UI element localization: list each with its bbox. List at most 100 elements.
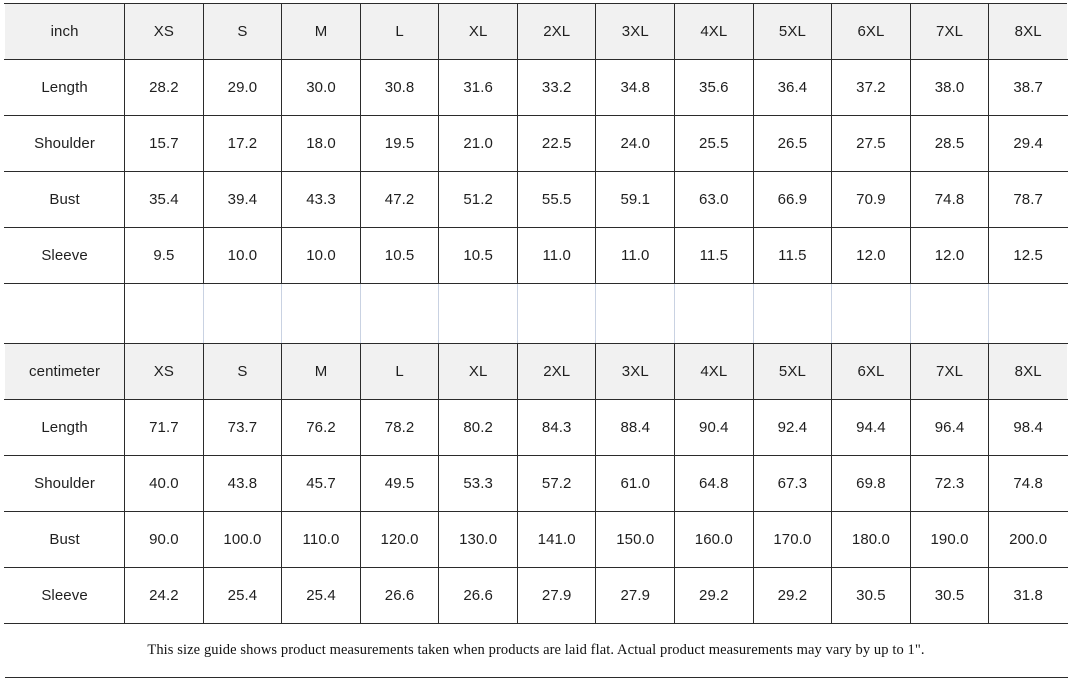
measurement-cell: 66.9: [752, 171, 833, 228]
measurement-cell: 130.0: [438, 511, 518, 568]
row-label-bust: Bust: [3, 171, 126, 228]
measurement-cell: 15.7: [124, 115, 204, 172]
table-row: Sleeve 24.2 25.4 25.4 26.6 26.6 27.9 27.9 29.2 29…: [3, 567, 1068, 624]
measurement-cell: 11.0: [516, 227, 597, 284]
measurement-cell: 26.6: [438, 567, 518, 624]
measurement-cell: 74.8: [988, 455, 1068, 512]
measurement-cell: 29.4: [988, 115, 1068, 172]
measurement-cell: 27.9: [595, 567, 676, 624]
table-row: Sleeve 9.5 10.0 10.0 10.5 10.5 11.0 11.0 11.5 11.…: [3, 227, 1068, 284]
size-header-XS: XS: [124, 3, 204, 60]
measurement-cell: 90.0: [124, 511, 204, 568]
measurement-cell: 26.6: [359, 567, 440, 624]
size-header-XL: XL: [438, 3, 518, 60]
size-header-7XL: 7XL: [909, 3, 990, 60]
size-chart-table: inch XS S M L XL 2XL 3XL 4XL 5XL 6XL 7XL 8XL Length 28…: [3, 3, 1068, 678]
measurement-cell: 37.2: [831, 59, 911, 116]
spacer-cell: [516, 283, 597, 344]
measurement-cell: 33.2: [516, 59, 597, 116]
size-header-7XL: 7XL: [909, 343, 990, 400]
measurement-cell: 96.4: [909, 399, 990, 456]
measurement-cell: 12.0: [909, 227, 990, 284]
measurement-cell: 25.4: [202, 567, 283, 624]
spacer-cell: [909, 283, 990, 344]
measurement-cell: 78.7: [988, 171, 1068, 228]
size-header-XL: XL: [438, 343, 518, 400]
measurement-cell: 22.5: [516, 115, 597, 172]
measurement-cell: 84.3: [516, 399, 597, 456]
measurement-cell: 110.0: [281, 511, 361, 568]
measurement-cell: 28.5: [909, 115, 990, 172]
size-header-8XL: 8XL: [988, 3, 1068, 60]
measurement-cell: 53.3: [438, 455, 518, 512]
spacer-cell: [988, 283, 1068, 344]
measurement-cell: 9.5: [124, 227, 204, 284]
measurement-cell: 36.4: [752, 59, 833, 116]
size-chart-body: inch XS S M L XL 2XL 3XL 4XL 5XL 6XL 7XL 8XL Length 28…: [3, 3, 1068, 678]
measurement-cell: 34.8: [595, 59, 676, 116]
measurement-cell: 29.0: [202, 59, 283, 116]
spacer-cell: [202, 283, 283, 344]
measurement-cell: 19.5: [359, 115, 440, 172]
measurement-cell: 190.0: [909, 511, 990, 568]
measurement-cell: 67.3: [752, 455, 833, 512]
row-label-shoulder: Shoulder: [3, 455, 126, 512]
row-label-length: Length: [3, 59, 126, 116]
measurement-cell: 59.1: [595, 171, 676, 228]
footnote-text: This size guide shows product measuremen…: [4, 623, 1068, 678]
measurement-cell: 78.2: [359, 399, 440, 456]
footnote-row: This size guide shows product measuremen…: [4, 623, 1068, 678]
table-row: Length 28.2 29.0 30.0 30.8 31.6 33.2 34.8 35.6 36…: [3, 59, 1068, 116]
measurement-cell: 57.2: [516, 455, 597, 512]
measurement-cell: 39.4: [202, 171, 283, 228]
measurement-cell: 180.0: [831, 511, 911, 568]
measurement-cell: 120.0: [359, 511, 440, 568]
measurement-cell: 92.4: [752, 399, 833, 456]
measurement-cell: 55.5: [516, 171, 597, 228]
spacer-cell: [124, 283, 204, 344]
measurement-cell: 27.9: [516, 567, 597, 624]
measurement-cell: 24.2: [124, 567, 204, 624]
size-header-L: L: [359, 3, 440, 60]
unit-header-row: inch XS S M L XL 2XL 3XL 4XL 5XL 6XL 7XL 8XL: [3, 3, 1068, 60]
measurement-cell: 11.5: [752, 227, 833, 284]
size-header-3XL: 3XL: [595, 3, 676, 60]
measurement-cell: 150.0: [595, 511, 676, 568]
size-header-XS: XS: [124, 343, 204, 400]
measurement-cell: 31.8: [988, 567, 1068, 624]
spacer-cell: [831, 283, 911, 344]
row-label-shoulder: Shoulder: [3, 115, 126, 172]
size-header-4XL: 4XL: [674, 343, 754, 400]
size-header-8XL: 8XL: [988, 343, 1068, 400]
measurement-cell: 10.5: [359, 227, 440, 284]
measurement-cell: 45.7: [281, 455, 361, 512]
measurement-cell: 98.4: [988, 399, 1068, 456]
measurement-cell: 200.0: [988, 511, 1068, 568]
measurement-cell: 170.0: [752, 511, 833, 568]
measurement-cell: 35.4: [124, 171, 204, 228]
measurement-cell: 64.8: [674, 455, 754, 512]
measurement-cell: 49.5: [359, 455, 440, 512]
measurement-cell: 40.0: [124, 455, 204, 512]
measurement-cell: 28.2: [124, 59, 204, 116]
measurement-cell: 31.6: [438, 59, 518, 116]
measurement-cell: 76.2: [281, 399, 361, 456]
row-label-length: Length: [3, 399, 126, 456]
measurement-cell: 30.8: [359, 59, 440, 116]
measurement-cell: 141.0: [516, 511, 597, 568]
measurement-cell: 25.4: [281, 567, 361, 624]
measurement-cell: 29.2: [752, 567, 833, 624]
measurement-cell: 30.0: [281, 59, 361, 116]
size-header-6XL: 6XL: [831, 343, 911, 400]
measurement-cell: 10.0: [281, 227, 361, 284]
row-label-sleeve: Sleeve: [3, 227, 126, 284]
measurement-cell: 27.5: [831, 115, 911, 172]
measurement-cell: 100.0: [202, 511, 283, 568]
spacer-cell: [281, 283, 361, 344]
measurement-cell: 80.2: [438, 399, 518, 456]
measurement-cell: 72.3: [909, 455, 990, 512]
measurement-cell: 69.8: [831, 455, 911, 512]
size-header-S: S: [202, 343, 283, 400]
row-label-sleeve: Sleeve: [3, 567, 126, 624]
spacer-cell: [595, 283, 676, 344]
